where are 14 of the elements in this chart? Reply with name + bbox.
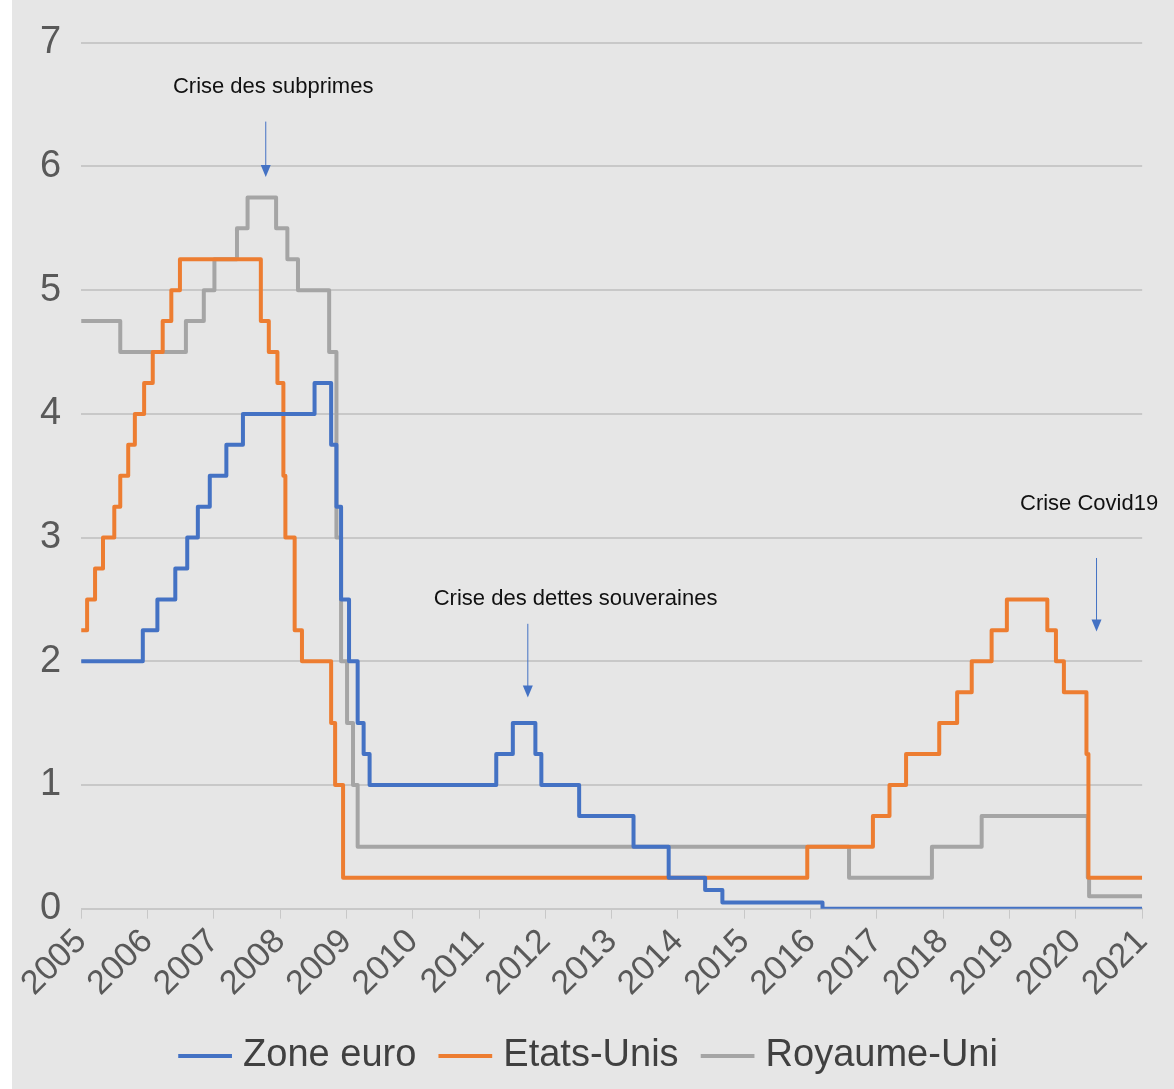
- y-tick-label: 4: [39, 390, 62, 433]
- y-tick-label: 2: [39, 637, 62, 680]
- y-tick-label: 7: [39, 19, 62, 62]
- y-tick-label: 5: [39, 266, 62, 309]
- annotation: Crise des subprimes: [172, 73, 374, 99]
- annotation: Crise Covid19: [1020, 490, 1159, 516]
- y-tick-label: 0: [39, 885, 62, 928]
- y-tick-label: 1: [39, 761, 62, 804]
- y-tick-label: 6: [39, 142, 62, 185]
- legend-label: Royaume-Uni: [765, 1032, 998, 1075]
- legend-label: Etats-Unis: [503, 1032, 679, 1075]
- y-tick-label: 3: [39, 514, 62, 557]
- annotation: Crise des dettes souveraines: [433, 584, 718, 610]
- legend-label: Zone euro: [243, 1032, 417, 1075]
